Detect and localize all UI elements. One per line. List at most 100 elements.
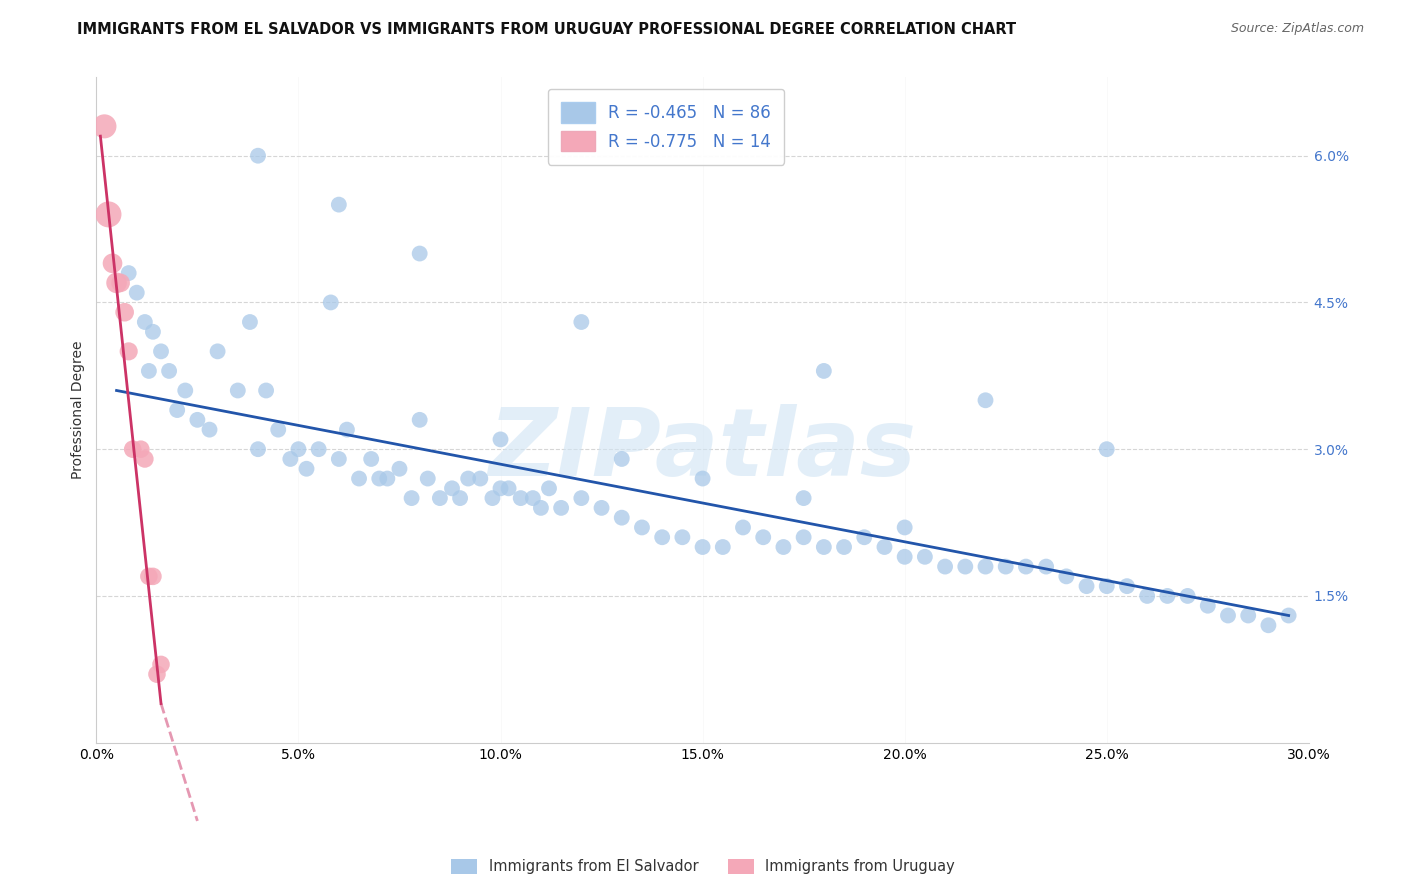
Point <box>671 530 693 544</box>
Point <box>118 266 141 280</box>
Point <box>416 471 439 485</box>
Point <box>1015 559 1038 574</box>
Point <box>401 491 423 505</box>
Point <box>591 500 613 515</box>
Point <box>457 471 479 485</box>
Point <box>114 305 136 319</box>
Point <box>134 452 156 467</box>
Point <box>328 452 350 467</box>
Point <box>125 285 148 300</box>
Point <box>360 452 382 467</box>
Point <box>522 491 544 505</box>
Point <box>138 364 160 378</box>
Point <box>93 120 115 134</box>
Point <box>610 452 633 467</box>
Point <box>308 442 330 457</box>
Point <box>267 423 290 437</box>
Point <box>129 442 152 457</box>
Point <box>1278 608 1301 623</box>
Point <box>1054 569 1077 583</box>
Point <box>1095 442 1118 457</box>
Point <box>118 344 141 359</box>
Point <box>893 520 915 534</box>
Legend: Immigrants from El Salvador, Immigrants from Uruguay: Immigrants from El Salvador, Immigrants … <box>444 853 962 880</box>
Point <box>1116 579 1139 593</box>
Point <box>569 491 592 505</box>
Point <box>470 471 492 485</box>
Point <box>295 462 318 476</box>
Point <box>336 423 359 437</box>
Point <box>934 559 956 574</box>
Point <box>247 149 270 163</box>
Point <box>368 471 391 485</box>
Point <box>772 540 794 554</box>
Point <box>752 530 775 544</box>
Point <box>832 540 855 554</box>
Point <box>157 364 180 378</box>
Point <box>610 510 633 524</box>
Point <box>974 393 997 408</box>
Point <box>150 657 173 672</box>
Point <box>692 540 714 554</box>
Y-axis label: Professional Degree: Professional Degree <box>72 341 86 479</box>
Text: Source: ZipAtlas.com: Source: ZipAtlas.com <box>1230 22 1364 36</box>
Point <box>873 540 896 554</box>
Point <box>198 423 221 437</box>
Point <box>1035 559 1057 574</box>
Point <box>174 384 197 398</box>
Point <box>166 403 188 417</box>
Point <box>138 569 160 583</box>
Point <box>489 481 512 495</box>
Point <box>1076 579 1098 593</box>
Point <box>509 491 531 505</box>
Point <box>994 559 1017 574</box>
Point <box>481 491 503 505</box>
Point <box>974 559 997 574</box>
Point <box>97 207 120 221</box>
Point <box>254 384 277 398</box>
Point <box>186 413 208 427</box>
Point <box>1095 579 1118 593</box>
Point <box>429 491 451 505</box>
Point <box>1156 589 1178 603</box>
Point <box>146 667 169 681</box>
Point <box>550 500 572 515</box>
Point <box>440 481 463 495</box>
Point <box>247 442 270 457</box>
Point <box>569 315 592 329</box>
Text: IMMIGRANTS FROM EL SALVADOR VS IMMIGRANTS FROM URUGUAY PROFESSIONAL DEGREE CORRE: IMMIGRANTS FROM EL SALVADOR VS IMMIGRANT… <box>77 22 1017 37</box>
Point <box>142 569 165 583</box>
Point <box>408 246 430 260</box>
Point <box>530 500 553 515</box>
Point <box>347 471 370 485</box>
Point <box>651 530 673 544</box>
Point <box>1216 608 1239 623</box>
Point <box>1257 618 1279 632</box>
Point <box>319 295 342 310</box>
Point <box>280 452 302 467</box>
Point <box>853 530 876 544</box>
Point <box>150 344 173 359</box>
Point <box>328 197 350 211</box>
Point <box>793 491 815 505</box>
Point <box>537 481 560 495</box>
Point <box>110 276 132 290</box>
Point <box>1177 589 1199 603</box>
Point <box>1136 589 1159 603</box>
Point <box>105 276 128 290</box>
Point <box>692 471 714 485</box>
Point <box>408 413 430 427</box>
Point <box>498 481 520 495</box>
Point <box>813 364 835 378</box>
Point <box>731 520 754 534</box>
Legend: R = -0.465   N = 86, R = -0.775   N = 14: R = -0.465 N = 86, R = -0.775 N = 14 <box>548 89 785 165</box>
Point <box>388 462 411 476</box>
Point <box>226 384 249 398</box>
Point <box>239 315 262 329</box>
Point <box>207 344 229 359</box>
Point <box>121 442 143 457</box>
Point <box>893 549 915 564</box>
Point <box>287 442 309 457</box>
Point <box>793 530 815 544</box>
Point <box>914 549 936 564</box>
